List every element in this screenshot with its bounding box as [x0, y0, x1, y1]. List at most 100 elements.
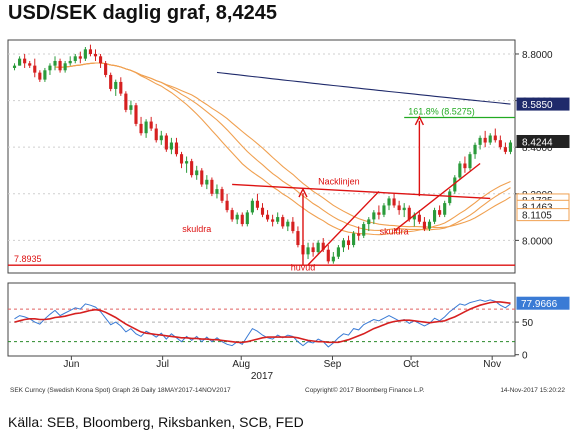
annotations: 7.8935 161.8% (8.5275) Nacklinjen skuldra sk…	[8, 106, 515, 273]
rising-trendline-left	[307, 190, 380, 266]
candle-body	[33, 65, 37, 73]
candle-body	[463, 163, 467, 169]
candle-body	[316, 242, 320, 253]
candle-body	[235, 214, 239, 220]
month-label: Sep	[324, 359, 342, 370]
candle-body	[443, 203, 447, 215]
shoulder-left-label: skuldra	[182, 224, 211, 234]
price-tick-label: 8.0000	[522, 236, 553, 247]
month-label: Jul	[156, 359, 169, 370]
price-tag-box	[516, 97, 570, 111]
candle-body	[498, 140, 502, 148]
price-panel	[7, 39, 516, 274]
candle-body	[38, 72, 42, 80]
candle-body	[78, 56, 82, 59]
candle-body	[124, 93, 128, 110]
candle-body	[179, 154, 184, 164]
bloomberg-copyright: Copyright© 2017 Bloomberg Finance L.P.	[305, 386, 425, 394]
source-note: Källa: SEB, Bloomberg, Riksbanken, SCB, …	[8, 414, 304, 430]
price-tick-label: 8.8000	[522, 50, 553, 61]
month-label: Aug	[232, 359, 250, 370]
candle-body	[98, 56, 103, 64]
oscillator-fast-line	[14, 299, 511, 348]
oscillator-lines	[8, 299, 515, 348]
price-tag-label: 8.1105	[522, 211, 552, 222]
candle-body	[367, 219, 371, 225]
candle-body	[291, 221, 295, 232]
candle-body	[68, 60, 72, 64]
candle-body	[407, 207, 411, 220]
candle-body	[503, 147, 507, 152]
oscillator-value-label: 77.9666	[521, 299, 558, 310]
candle-body	[83, 49, 87, 59]
ma-long-line	[216, 71, 511, 105]
candle-body	[311, 247, 315, 253]
candle-body	[159, 135, 163, 141]
candle-body	[169, 142, 173, 150]
bloomberg-series-caption: SEK Curncy (Swedish Krona Spot) Graph 26…	[10, 387, 231, 394]
candle-body	[225, 200, 229, 211]
price-tag-label: 8.4244	[522, 137, 553, 148]
price-frame	[7, 39, 516, 274]
candle-body	[260, 207, 265, 215]
candle-body	[276, 217, 280, 222]
candle-body	[220, 189, 224, 201]
year-label: 2017	[251, 371, 274, 382]
candle-body	[362, 224, 366, 236]
candle-body	[88, 49, 93, 54]
oscillator-tick-label: 50	[522, 318, 534, 329]
candle-body	[473, 144, 477, 155]
axes: 8.80008.60008.40008.20008.00008.58508.42…	[10, 50, 570, 394]
candle-body	[448, 191, 452, 204]
candle-body	[387, 198, 391, 206]
candle-body	[144, 121, 148, 134]
month-label: Nov	[483, 359, 501, 370]
candle-body	[58, 60, 62, 71]
candle-body	[154, 128, 158, 141]
candle-body	[255, 200, 260, 208]
price-tag-box	[516, 208, 570, 222]
candle-body	[200, 170, 204, 185]
candle-body	[23, 58, 27, 64]
candle-body	[134, 105, 138, 124]
shoulder-right-label: skuldra	[380, 227, 409, 237]
candle-body	[48, 65, 52, 71]
candlesticks	[12, 44, 513, 264]
candle-body	[357, 233, 361, 236]
candle-body	[397, 205, 401, 211]
candle-body	[104, 63, 108, 75]
candle-body	[43, 70, 47, 80]
candle-body	[195, 170, 199, 176]
ma-band-lower	[54, 62, 511, 229]
candle-body	[377, 212, 381, 215]
candle-body	[109, 74, 113, 89]
price-tag-box	[516, 134, 570, 148]
bloomberg-timestamp: 14-Nov-2017 15:20:22	[500, 387, 565, 394]
candle-body	[331, 256, 335, 262]
candle-body	[392, 198, 396, 206]
candle-body	[230, 210, 234, 220]
candle-body	[114, 81, 118, 89]
candle-body	[432, 210, 437, 222]
height-arrow-head	[298, 187, 308, 198]
candle-body	[265, 214, 270, 220]
price-tick-label: 8.4000	[522, 143, 553, 154]
candle-body	[346, 240, 351, 246]
candle-body	[417, 214, 421, 222]
candle-body	[185, 161, 189, 164]
target-arrow-head	[414, 115, 425, 126]
candle-body	[281, 217, 285, 227]
candle-body	[336, 247, 340, 257]
candle-body	[438, 210, 442, 215]
candle-body	[372, 212, 376, 220]
candle-body	[286, 221, 290, 227]
candle-body	[352, 233, 356, 246]
candle-body	[483, 137, 487, 143]
candle-body	[139, 123, 143, 134]
chart-title: USD/SEK daglig graf, 8,4245	[8, 2, 277, 24]
candle-body	[488, 135, 492, 143]
oscillator-frame	[7, 282, 516, 357]
candle-body	[28, 63, 32, 66]
candle-body	[73, 56, 77, 61]
